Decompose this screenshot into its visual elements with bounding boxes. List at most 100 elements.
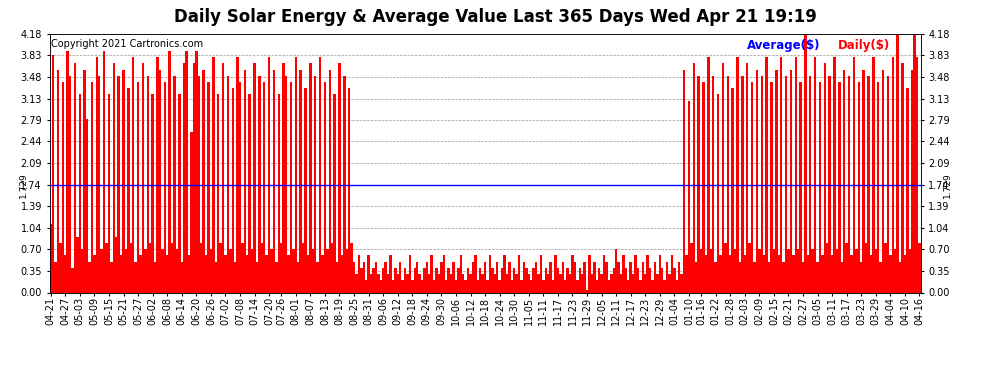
- Bar: [299, 70, 302, 292]
- Bar: [357, 255, 360, 292]
- Bar: [693, 63, 695, 292]
- Bar: [222, 63, 224, 292]
- Bar: [750, 82, 753, 292]
- Bar: [166, 255, 168, 292]
- Bar: [341, 255, 344, 292]
- Bar: [326, 249, 329, 292]
- Bar: [573, 261, 576, 292]
- Bar: [739, 261, 742, 292]
- Bar: [760, 76, 763, 292]
- Bar: [887, 76, 889, 292]
- Bar: [608, 280, 610, 292]
- Bar: [292, 249, 295, 292]
- Bar: [71, 268, 74, 292]
- Bar: [785, 76, 787, 292]
- Bar: [188, 255, 190, 292]
- Bar: [782, 261, 785, 292]
- Bar: [742, 76, 743, 292]
- Bar: [270, 249, 273, 292]
- Bar: [282, 63, 285, 292]
- Bar: [755, 70, 758, 292]
- Bar: [314, 76, 317, 292]
- Bar: [790, 70, 792, 292]
- Bar: [190, 132, 193, 292]
- Bar: [76, 237, 78, 292]
- Bar: [640, 280, 642, 292]
- Bar: [658, 255, 661, 292]
- Bar: [83, 70, 86, 292]
- Bar: [441, 261, 443, 292]
- Bar: [732, 88, 734, 292]
- Text: 1.729: 1.729: [19, 172, 28, 198]
- Bar: [668, 274, 671, 292]
- Bar: [501, 268, 503, 292]
- Bar: [513, 268, 516, 292]
- Bar: [862, 70, 865, 292]
- Bar: [237, 57, 239, 292]
- Bar: [914, 34, 916, 292]
- Bar: [688, 100, 690, 292]
- Bar: [554, 255, 556, 292]
- Bar: [544, 268, 547, 292]
- Bar: [258, 76, 260, 292]
- Bar: [821, 255, 824, 292]
- Bar: [540, 255, 543, 292]
- Bar: [882, 70, 884, 292]
- Bar: [232, 88, 234, 292]
- Bar: [397, 274, 399, 292]
- Bar: [765, 57, 768, 292]
- Bar: [394, 268, 397, 292]
- Bar: [661, 268, 663, 292]
- Bar: [297, 261, 299, 292]
- Bar: [697, 76, 700, 292]
- Bar: [648, 268, 651, 292]
- Bar: [260, 243, 263, 292]
- Bar: [620, 274, 622, 292]
- Bar: [543, 280, 545, 292]
- Bar: [549, 261, 551, 292]
- Bar: [819, 82, 821, 292]
- Bar: [763, 255, 765, 292]
- Bar: [173, 76, 175, 292]
- Bar: [855, 249, 857, 292]
- Bar: [792, 255, 795, 292]
- Bar: [193, 63, 195, 292]
- Bar: [78, 94, 81, 292]
- Bar: [877, 82, 879, 292]
- Bar: [59, 243, 61, 292]
- Bar: [399, 261, 401, 292]
- Bar: [91, 82, 93, 292]
- Bar: [839, 82, 841, 292]
- Bar: [263, 82, 265, 292]
- Bar: [180, 261, 183, 292]
- Bar: [287, 255, 290, 292]
- Bar: [603, 255, 605, 292]
- Bar: [894, 249, 896, 292]
- Bar: [700, 249, 702, 292]
- Bar: [423, 268, 426, 292]
- Bar: [339, 63, 341, 292]
- Bar: [906, 88, 909, 292]
- Bar: [586, 290, 588, 292]
- Bar: [710, 249, 712, 292]
- Bar: [613, 268, 615, 292]
- Bar: [98, 76, 100, 292]
- Text: Average($): Average($): [746, 39, 820, 52]
- Bar: [207, 82, 210, 292]
- Bar: [205, 255, 207, 292]
- Bar: [809, 76, 812, 292]
- Bar: [491, 268, 494, 292]
- Bar: [319, 57, 322, 292]
- Bar: [591, 274, 593, 292]
- Bar: [433, 280, 436, 292]
- Bar: [845, 243, 847, 292]
- Bar: [215, 261, 217, 292]
- Bar: [406, 274, 409, 292]
- Bar: [535, 261, 538, 292]
- Bar: [336, 261, 339, 292]
- Bar: [556, 268, 559, 292]
- Bar: [814, 57, 817, 292]
- Bar: [227, 76, 229, 292]
- Bar: [874, 249, 877, 292]
- Bar: [867, 76, 870, 292]
